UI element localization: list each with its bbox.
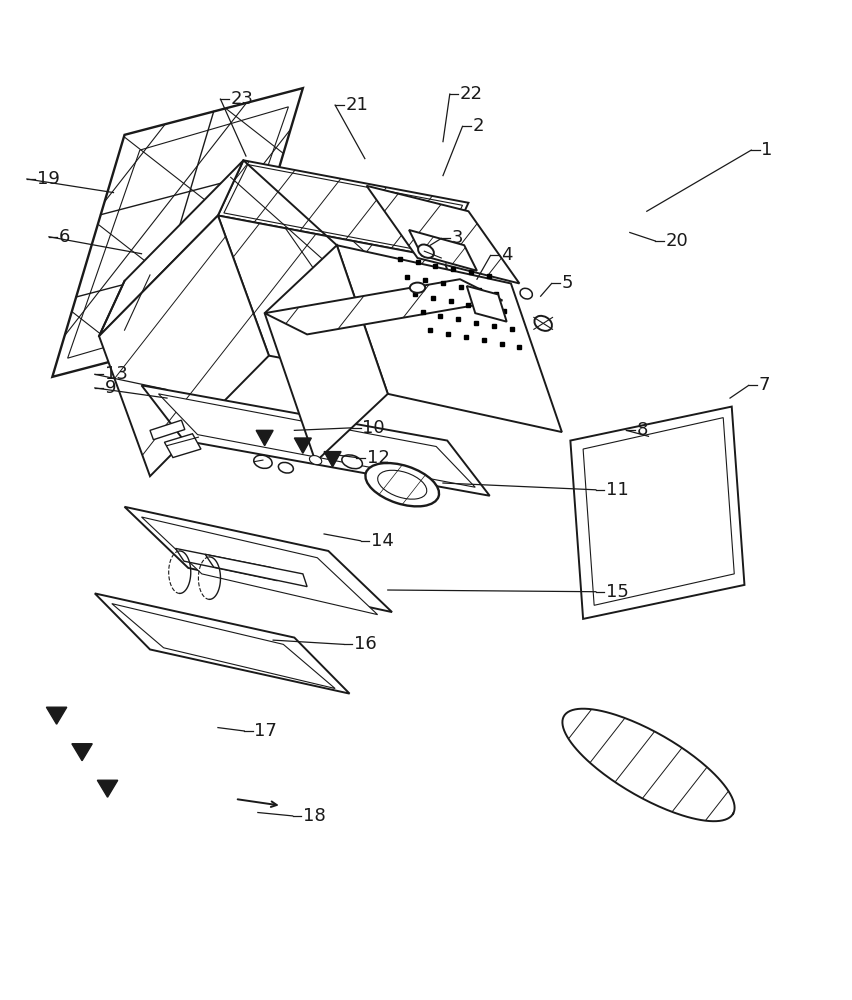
Text: 23: 23 <box>231 90 254 108</box>
Polygon shape <box>164 434 201 458</box>
Polygon shape <box>295 438 311 453</box>
Polygon shape <box>72 744 92 761</box>
Polygon shape <box>112 604 335 689</box>
Text: 2: 2 <box>473 117 484 135</box>
Text: 22: 22 <box>460 85 483 103</box>
Polygon shape <box>256 430 273 446</box>
Text: 10: 10 <box>362 419 385 437</box>
Text: 18: 18 <box>302 807 325 825</box>
Ellipse shape <box>309 456 322 465</box>
Polygon shape <box>409 230 477 271</box>
Text: 16: 16 <box>354 635 377 653</box>
Polygon shape <box>124 507 392 612</box>
Ellipse shape <box>418 245 434 258</box>
Polygon shape <box>265 279 503 334</box>
Text: 7: 7 <box>759 376 770 394</box>
Polygon shape <box>205 554 307 587</box>
Polygon shape <box>218 160 469 258</box>
Text: 15: 15 <box>606 583 629 601</box>
Text: 12: 12 <box>366 449 389 467</box>
Text: 9: 9 <box>105 379 117 397</box>
Polygon shape <box>158 394 475 487</box>
Polygon shape <box>570 407 745 619</box>
Text: 3: 3 <box>452 229 463 247</box>
Polygon shape <box>52 88 302 377</box>
Polygon shape <box>141 385 490 496</box>
Text: 17: 17 <box>255 722 278 740</box>
Text: 11: 11 <box>606 481 629 499</box>
Polygon shape <box>583 418 734 605</box>
Polygon shape <box>99 160 244 336</box>
Polygon shape <box>95 593 349 694</box>
Polygon shape <box>176 548 278 581</box>
Ellipse shape <box>520 288 532 299</box>
Ellipse shape <box>342 455 362 469</box>
Polygon shape <box>97 780 118 797</box>
Ellipse shape <box>534 316 552 331</box>
Polygon shape <box>67 107 289 358</box>
Ellipse shape <box>254 455 272 468</box>
Ellipse shape <box>279 462 293 473</box>
Ellipse shape <box>410 283 425 293</box>
Text: 8: 8 <box>636 421 648 439</box>
Text: 21: 21 <box>345 96 368 114</box>
Polygon shape <box>150 420 185 440</box>
Ellipse shape <box>366 463 439 506</box>
Text: 19: 19 <box>37 170 60 188</box>
Polygon shape <box>141 517 377 615</box>
Polygon shape <box>467 286 507 322</box>
Text: 6: 6 <box>59 228 71 246</box>
Polygon shape <box>324 452 341 467</box>
Text: 14: 14 <box>371 532 394 550</box>
Text: 20: 20 <box>665 232 688 250</box>
Polygon shape <box>337 245 561 432</box>
Text: 13: 13 <box>105 365 128 383</box>
Text: 5: 5 <box>561 274 573 292</box>
Polygon shape <box>562 709 734 821</box>
Polygon shape <box>265 245 388 462</box>
Ellipse shape <box>377 470 427 499</box>
Text: 1: 1 <box>762 141 773 159</box>
Polygon shape <box>46 707 66 724</box>
Polygon shape <box>218 216 494 398</box>
Text: 4: 4 <box>501 246 512 264</box>
Polygon shape <box>366 186 520 283</box>
Polygon shape <box>99 216 269 476</box>
